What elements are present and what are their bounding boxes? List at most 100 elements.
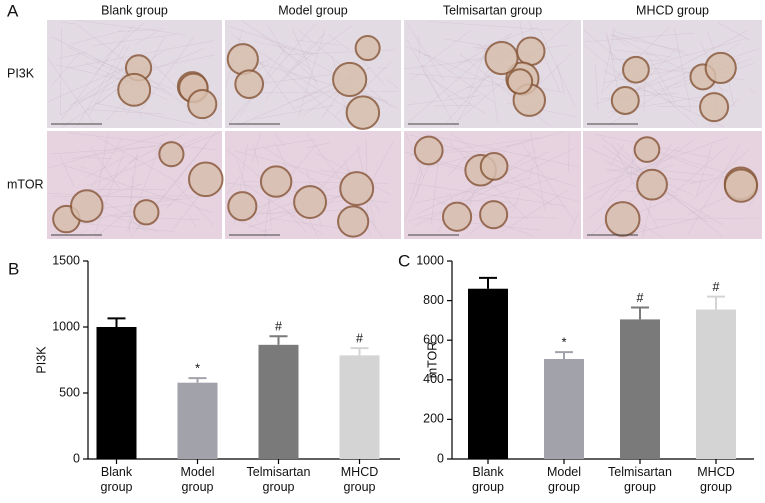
glomerulus bbox=[259, 165, 293, 198]
tissue-texture bbox=[583, 44, 632, 85]
tissue-texture bbox=[283, 33, 326, 81]
micrograph bbox=[225, 131, 401, 239]
tissue-texture bbox=[59, 154, 75, 187]
tissue-texture bbox=[749, 88, 757, 94]
tissue-texture bbox=[264, 201, 270, 238]
tissue-texture bbox=[430, 161, 439, 225]
x-tick-label: Model group bbox=[547, 465, 581, 494]
tissue-texture bbox=[408, 176, 559, 222]
tissue-texture bbox=[67, 46, 133, 81]
tissue-texture bbox=[695, 143, 713, 198]
tissue-texture bbox=[636, 89, 710, 104]
glomerulus bbox=[413, 135, 444, 166]
tissue-texture bbox=[51, 52, 80, 86]
tissue-texture bbox=[259, 228, 273, 233]
tissue-texture bbox=[244, 138, 316, 152]
column-label: MHCD group bbox=[636, 3, 709, 17]
tissue-texture bbox=[252, 143, 259, 165]
tissue-texture bbox=[474, 26, 539, 51]
tissue-texture bbox=[70, 29, 126, 45]
tissue-texture bbox=[60, 57, 109, 121]
tissue-texture bbox=[689, 176, 726, 185]
tissue-texture bbox=[129, 133, 186, 163]
tissue-texture bbox=[187, 213, 197, 228]
glomerulus bbox=[622, 55, 650, 84]
tissue-texture bbox=[588, 146, 679, 219]
tissue-texture bbox=[419, 132, 579, 168]
tissue-texture bbox=[79, 228, 89, 236]
significance-mark: * bbox=[562, 335, 567, 349]
tissue-texture bbox=[87, 132, 221, 187]
tissue-texture bbox=[253, 63, 270, 73]
tissue-texture bbox=[691, 149, 749, 201]
y-tick-label: 1000 bbox=[416, 253, 444, 267]
y-tick-label: 0 bbox=[73, 451, 80, 465]
glomerulus bbox=[117, 72, 152, 107]
tissue-texture bbox=[252, 105, 335, 120]
y-axis-label: mTOR bbox=[425, 342, 439, 379]
tissue-texture bbox=[97, 183, 143, 199]
tissue-texture bbox=[584, 155, 668, 200]
tissue-texture bbox=[456, 199, 512, 203]
tissue-texture bbox=[130, 219, 148, 233]
glomerulus bbox=[484, 40, 519, 76]
tissue-texture bbox=[377, 67, 388, 69]
tissue-texture bbox=[418, 217, 542, 231]
tissue-texture bbox=[94, 102, 198, 125]
tissue-texture bbox=[76, 44, 126, 127]
tissue-texture bbox=[60, 27, 62, 116]
glomerulus bbox=[332, 61, 368, 98]
tissue-texture bbox=[434, 105, 472, 107]
glomerulus bbox=[636, 168, 668, 201]
bar bbox=[258, 344, 299, 459]
tissue-texture bbox=[226, 149, 268, 184]
tissue-texture bbox=[623, 166, 714, 176]
tissue-texture bbox=[86, 155, 128, 178]
tissue-texture bbox=[94, 209, 131, 238]
tissue-texture bbox=[418, 35, 421, 59]
tissue-texture bbox=[632, 30, 748, 92]
tissue-texture bbox=[645, 51, 676, 103]
tissue-texture bbox=[88, 45, 130, 116]
tissue-texture bbox=[448, 32, 513, 72]
tissue-texture bbox=[251, 131, 262, 164]
tissue-texture bbox=[47, 193, 182, 200]
tissue-texture bbox=[601, 27, 615, 95]
tissue-texture bbox=[606, 167, 629, 172]
tissue-texture bbox=[274, 142, 318, 237]
tissue-texture bbox=[117, 29, 157, 33]
glomerulus bbox=[337, 205, 370, 238]
tissue-texture bbox=[424, 159, 579, 202]
tissue-texture bbox=[717, 22, 750, 41]
tissue-texture bbox=[252, 90, 400, 94]
tissue-texture bbox=[612, 35, 629, 47]
glomerulus bbox=[354, 35, 381, 62]
tissue-texture bbox=[127, 138, 163, 232]
row-label: mTOR bbox=[7, 177, 44, 191]
tissue-texture bbox=[105, 99, 127, 121]
tissue-texture bbox=[594, 65, 599, 110]
bar bbox=[468, 288, 508, 459]
tissue-texture bbox=[422, 68, 440, 99]
row-label: PI3K bbox=[7, 66, 35, 80]
bar bbox=[544, 359, 584, 459]
glomerulus bbox=[479, 152, 509, 181]
bar bbox=[177, 382, 218, 459]
tissue-texture bbox=[278, 66, 344, 124]
tissue-texture bbox=[501, 189, 568, 233]
tissue-texture bbox=[415, 177, 531, 204]
tissue-texture bbox=[71, 143, 168, 160]
y-tick-label: 500 bbox=[59, 385, 80, 399]
tissue-texture bbox=[657, 81, 674, 107]
tissue-texture bbox=[262, 72, 342, 84]
tissue-texture bbox=[619, 215, 709, 238]
tissue-texture bbox=[421, 64, 460, 109]
tissue-texture bbox=[327, 33, 350, 51]
tissue-texture bbox=[68, 132, 218, 151]
tissue-texture bbox=[406, 95, 480, 106]
glomerulus bbox=[226, 43, 259, 76]
tissue-texture bbox=[282, 206, 308, 234]
glomerulus bbox=[604, 201, 641, 237]
significance-mark: # bbox=[275, 320, 282, 334]
